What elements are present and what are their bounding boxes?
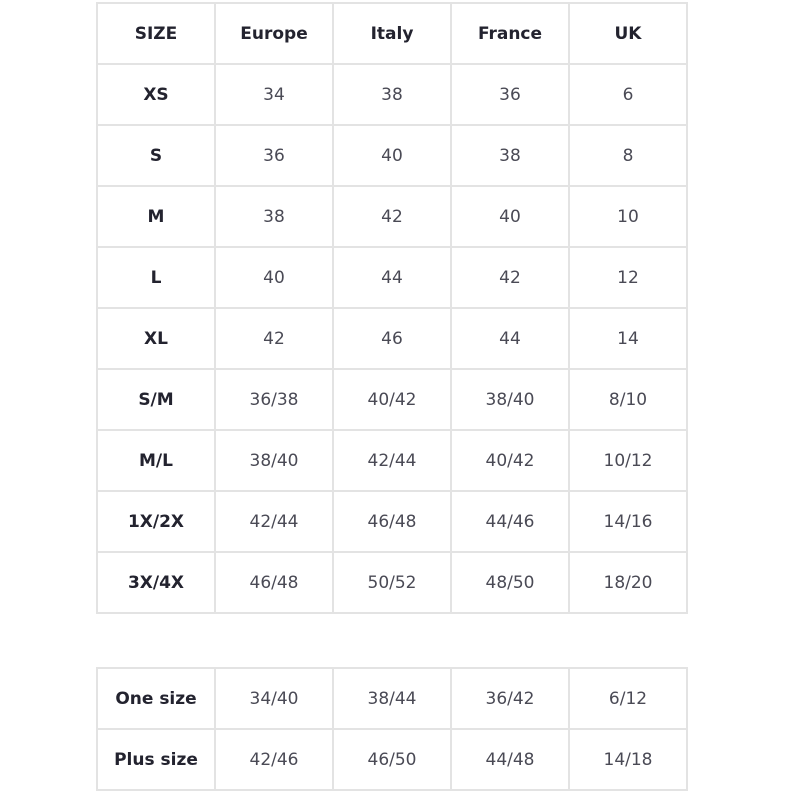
size-value: 38 — [332, 63, 452, 126]
size-label: L — [96, 246, 216, 309]
column-header: UK — [568, 2, 688, 65]
size-label: XS — [96, 63, 216, 126]
size-value: 6/12 — [568, 667, 688, 730]
size-label: 3X/4X — [96, 551, 216, 614]
size-value: 36 — [214, 124, 334, 187]
size-value: 38 — [450, 124, 570, 187]
size-label: S — [96, 124, 216, 187]
size-value: 44 — [450, 307, 570, 370]
size-label: One size — [96, 667, 216, 730]
size-value: 42/44 — [332, 429, 452, 492]
column-header: Italy — [332, 2, 452, 65]
size-value: 14 — [568, 307, 688, 370]
size-value: 48/50 — [450, 551, 570, 614]
size-value: 6 — [568, 63, 688, 126]
table-header-row: SIZE Europe Italy France UK — [96, 2, 688, 65]
table-row: XL 42 46 44 14 — [96, 307, 688, 370]
size-value: 44 — [332, 246, 452, 309]
size-label: M/L — [96, 429, 216, 492]
size-value: 38 — [214, 185, 334, 248]
column-header: SIZE — [96, 2, 216, 65]
size-value: 50/52 — [332, 551, 452, 614]
table-row: One size 34/40 38/44 36/42 6/12 — [96, 667, 688, 730]
size-value: 46/48 — [214, 551, 334, 614]
size-value: 40 — [332, 124, 452, 187]
size-value: 14/16 — [568, 490, 688, 553]
size-value: 34 — [214, 63, 334, 126]
size-value: 42/46 — [214, 728, 334, 791]
column-header: France — [450, 2, 570, 65]
size-value: 40 — [214, 246, 334, 309]
size-value: 40 — [450, 185, 570, 248]
size-value: 8 — [568, 124, 688, 187]
size-label: S/M — [96, 368, 216, 431]
table-row: M/L 38/40 42/44 40/42 10/12 — [96, 429, 688, 492]
size-value: 12 — [568, 246, 688, 309]
size-label: 1X/2X — [96, 490, 216, 553]
size-value: 46/50 — [332, 728, 452, 791]
size-value: 40/42 — [332, 368, 452, 431]
size-value: 46 — [332, 307, 452, 370]
size-value: 42 — [450, 246, 570, 309]
size-value: 14/18 — [568, 728, 688, 791]
size-value: 36/42 — [450, 667, 570, 730]
table-row: 1X/2X 42/44 46/48 44/46 14/16 — [96, 490, 688, 553]
size-value: 36/38 — [214, 368, 334, 431]
size-value: 10 — [568, 185, 688, 248]
special-size-table: One size 34/40 38/44 36/42 6/12 Plus size 42/4… — [96, 667, 688, 791]
table-row: Plus size 42/46 46/50 44/48 14/18 — [96, 728, 688, 791]
size-value: 42 — [332, 185, 452, 248]
column-header: Europe — [214, 2, 334, 65]
size-value: 38/44 — [332, 667, 452, 730]
size-value: 36 — [450, 63, 570, 126]
table-row: S/M 36/38 40/42 38/40 8/10 — [96, 368, 688, 431]
size-value: 38/40 — [214, 429, 334, 492]
size-value: 42 — [214, 307, 334, 370]
size-value: 44/48 — [450, 728, 570, 791]
table-row: L 40 44 42 12 — [96, 246, 688, 309]
size-value: 46/48 — [332, 490, 452, 553]
size-label: M — [96, 185, 216, 248]
table-row: S 36 40 38 8 — [96, 124, 688, 187]
size-conversion-table: SIZE Europe Italy France UK XS 34 38 36 6 S 36 40 38… — [96, 2, 688, 614]
size-label: Plus size — [96, 728, 216, 791]
table-row: M 38 42 40 10 — [96, 185, 688, 248]
size-label: XL — [96, 307, 216, 370]
size-value: 40/42 — [450, 429, 570, 492]
size-value: 42/44 — [214, 490, 334, 553]
size-value: 18/20 — [568, 551, 688, 614]
size-value: 10/12 — [568, 429, 688, 492]
table-row: 3X/4X 46/48 50/52 48/50 18/20 — [96, 551, 688, 614]
size-value: 8/10 — [568, 368, 688, 431]
size-value: 38/40 — [450, 368, 570, 431]
size-value: 44/46 — [450, 490, 570, 553]
table-row: XS 34 38 36 6 — [96, 63, 688, 126]
size-value: 34/40 — [214, 667, 334, 730]
